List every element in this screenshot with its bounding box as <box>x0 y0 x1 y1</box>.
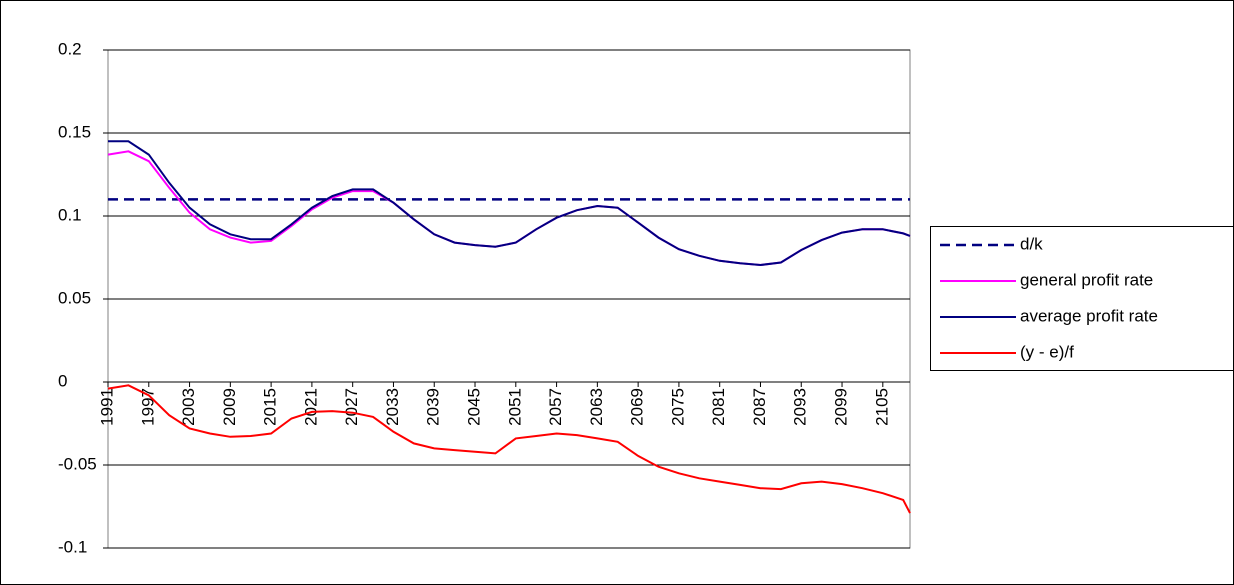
legend-label: d/k <box>1020 234 1043 253</box>
legend-label: general profit rate <box>1020 270 1153 289</box>
y-tick-label: 0.1 <box>58 205 82 224</box>
x-tick-label: 1991 <box>97 388 116 426</box>
x-tick-label: 2099 <box>832 388 851 426</box>
y-tick-label: 0.15 <box>58 122 91 141</box>
y-tick-label: 0 <box>58 371 67 390</box>
x-tick-label: 2003 <box>179 388 198 426</box>
legend-label: (y - e)/f <box>1020 342 1074 361</box>
x-tick-label: 2081 <box>709 388 728 426</box>
x-tick-label: 2021 <box>301 388 320 426</box>
x-tick-label: 2105 <box>872 388 891 426</box>
y-tick-label: 0.2 <box>58 39 82 58</box>
series-line <box>107 384 911 514</box>
x-tick-label: 2051 <box>505 388 524 426</box>
x-tick-label: 2027 <box>342 388 361 426</box>
legend-label: average profit rate <box>1020 306 1158 325</box>
x-tick-label: 2039 <box>424 388 443 426</box>
x-tick-label: 2087 <box>750 388 769 426</box>
x-tick-label: 2057 <box>546 388 565 426</box>
x-tick-label: 1997 <box>138 388 157 426</box>
x-tick-label: 2075 <box>668 388 687 426</box>
y-tick-label: -0.05 <box>58 454 97 473</box>
x-tick-label: 2069 <box>628 388 647 426</box>
series-line <box>108 140 911 267</box>
x-tick-label: 2033 <box>383 388 402 426</box>
x-tick-label: 2015 <box>261 388 280 426</box>
x-tick-label: 2045 <box>465 388 484 426</box>
legend <box>930 226 1234 371</box>
x-tick-label: 2093 <box>791 388 810 426</box>
x-tick-label: 2009 <box>220 388 239 426</box>
y-tick-label: 0.05 <box>58 288 91 307</box>
x-tick-label: 2063 <box>587 388 606 426</box>
y-tick-label: -0.1 <box>58 537 87 556</box>
